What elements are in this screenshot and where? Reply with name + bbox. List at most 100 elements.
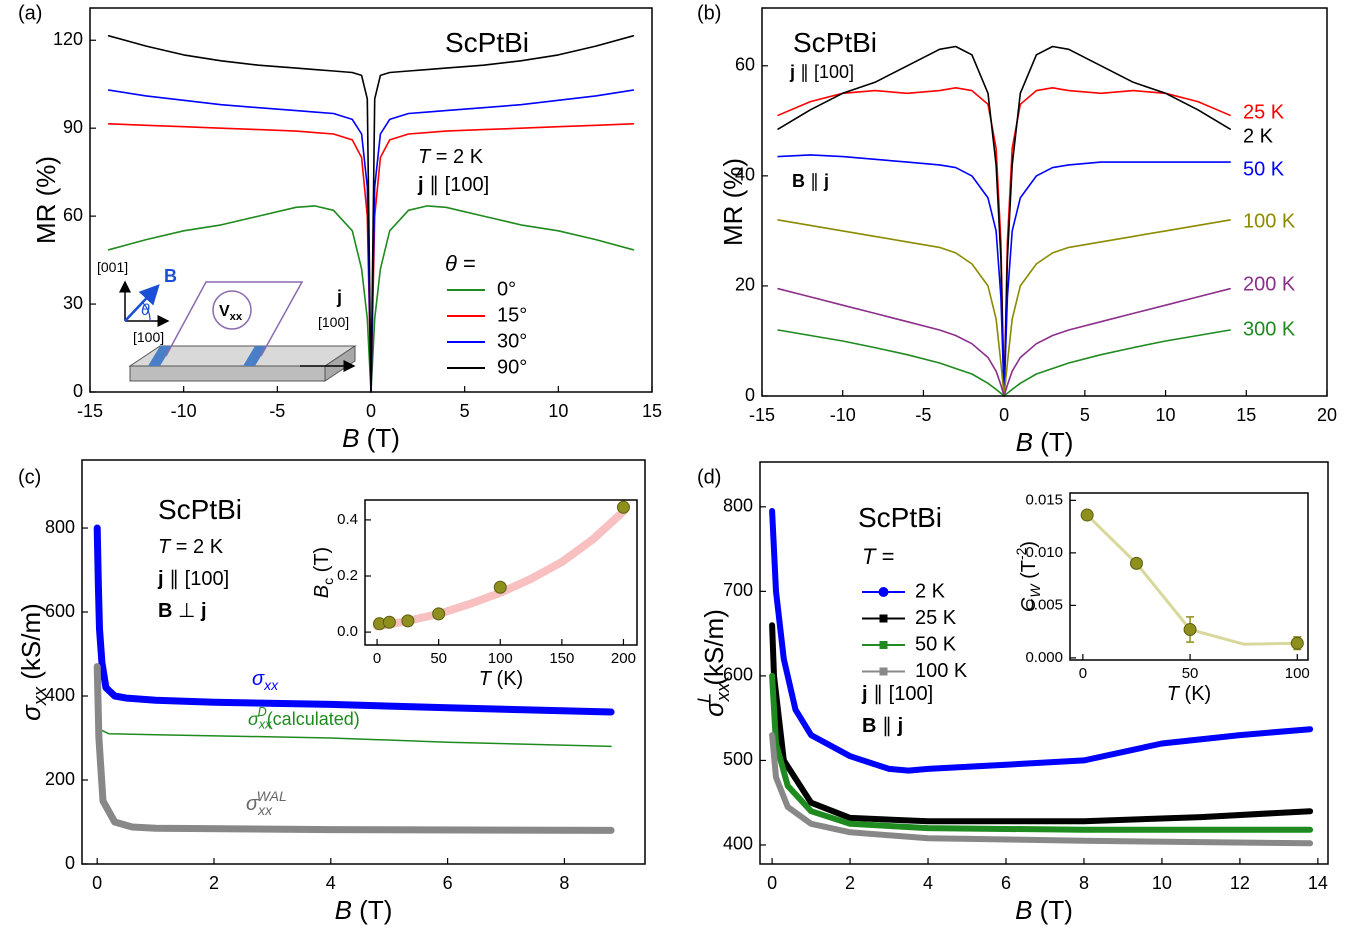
annotation: j ∥ [100] <box>417 174 489 196</box>
x-tick-label: -15 <box>77 401 103 421</box>
label-part: D <box>258 705 267 719</box>
data-point <box>616 500 630 514</box>
label-part: ScPtBi <box>858 502 942 533</box>
label-part: xx <box>30 686 50 706</box>
label-part: j <box>861 683 868 705</box>
x-tick-label: 50 <box>1182 665 1199 682</box>
label-part: B <box>158 600 172 622</box>
label-part: xx <box>258 718 272 732</box>
data-point <box>432 607 446 621</box>
y-axis-label: Bc (T) <box>311 547 335 598</box>
label-part: (T) <box>359 423 399 453</box>
x-tick-label: 10 <box>1156 405 1176 425</box>
label-part: T <box>479 668 493 690</box>
annotation: ScPtBi <box>158 494 242 525</box>
y-axis-label: CW (T-2) <box>1013 541 1043 612</box>
x-tick-label: 0 <box>999 405 1009 425</box>
x-tick-label: 8 <box>1079 873 1089 893</box>
x-tick-label: 4 <box>326 873 336 893</box>
annotation: [001] <box>97 259 128 275</box>
y-tick-label: 30 <box>63 293 83 313</box>
contact <box>243 346 267 366</box>
label-part: σ <box>699 700 729 717</box>
legend-label: 300 K <box>1243 318 1296 340</box>
label-part: V <box>219 303 230 320</box>
annotation: Vxx <box>219 303 243 323</box>
label-part: L <box>694 693 714 703</box>
y-tick-label: 20 <box>735 275 755 295</box>
y-tick-label: 800 <box>723 496 753 516</box>
y-axis-label: σxxL (kS/m) <box>694 609 732 717</box>
x-tick-label: 0 <box>767 873 777 893</box>
annotation: T = 2 K <box>158 536 224 558</box>
label-part: j <box>336 287 342 307</box>
x-tick-label: 5 <box>1080 405 1090 425</box>
label-part: -2 <box>1013 547 1029 560</box>
label-part: W <box>1027 583 1043 598</box>
label-part: σ <box>246 793 259 815</box>
data-line <box>99 728 612 748</box>
label-part: ScPtBi <box>445 27 529 58</box>
label-part: j <box>417 174 424 196</box>
label-part: j <box>789 62 795 82</box>
y-axis-label: σxx (kS/m) <box>16 603 50 721</box>
legend-label: 200 K <box>1243 273 1296 295</box>
label-part: (kS/m) <box>16 603 46 687</box>
y-tick-label: 500 <box>723 749 753 769</box>
legend-label: 50 K <box>1243 158 1285 180</box>
axes-frame <box>81 459 646 865</box>
label-part: c <box>320 578 336 585</box>
data-point <box>382 615 396 629</box>
x-tick-label: 2 <box>845 873 855 893</box>
y-tick-label: 400 <box>723 834 753 854</box>
data-point <box>1183 623 1197 637</box>
legend-marker <box>878 587 889 597</box>
y-tick-label: 40 <box>735 165 755 185</box>
annotation: j ∥ [100] <box>861 683 933 705</box>
label-part: B <box>335 895 352 925</box>
label-part: σ <box>252 668 265 690</box>
legend-marker <box>879 614 888 623</box>
legend-label: 90° <box>497 356 527 378</box>
label-part: = <box>875 544 894 569</box>
x-tick-label: 100 <box>1285 665 1310 682</box>
x-tick-label: 8 <box>559 873 569 893</box>
x-tick-label: 20 <box>1317 405 1337 425</box>
slab-front <box>129 365 326 382</box>
y-tick-label: 0.0 <box>337 623 358 640</box>
label-part: B <box>311 585 333 598</box>
x-tick-label: 6 <box>443 873 453 893</box>
label-part: B <box>164 266 177 286</box>
label-part: σ <box>16 704 46 721</box>
axes-frame <box>364 499 638 646</box>
x-tick-label: 14 <box>1308 873 1328 893</box>
wire <box>165 281 304 357</box>
label-part: B <box>1016 427 1033 457</box>
annotation: [100] <box>133 329 164 345</box>
data-point <box>1290 636 1304 650</box>
x-tick-label: 15 <box>642 401 662 421</box>
label-part: WAL <box>257 788 287 804</box>
label-part: ∥ [100] <box>164 568 230 590</box>
annotation: [100] <box>318 314 349 330</box>
annotation: T = 2 K <box>418 146 484 168</box>
x-tick-label: 0 <box>1079 665 1087 682</box>
y-tick-label: 0 <box>73 381 83 401</box>
y-tick-label: 600 <box>723 665 753 685</box>
data-line <box>93 663 615 834</box>
x-tick-label: -5 <box>269 401 285 421</box>
label-part: B <box>792 171 805 191</box>
annotation: σxx <box>252 668 279 692</box>
label-part: = 2 K <box>170 536 223 558</box>
x-tick-label: -10 <box>171 401 197 421</box>
panel-label: (c) <box>18 466 41 488</box>
label-part: MR (%) <box>718 158 748 246</box>
label-part: [100] <box>318 314 349 330</box>
x-tick-label: 5 <box>460 401 470 421</box>
y-tick-label: 0.4 <box>337 511 358 528</box>
data-point <box>1080 508 1094 522</box>
label-part: σ <box>248 709 260 729</box>
y-tick-label: 0.2 <box>337 567 358 584</box>
x-tick-label: 15 <box>1236 405 1256 425</box>
